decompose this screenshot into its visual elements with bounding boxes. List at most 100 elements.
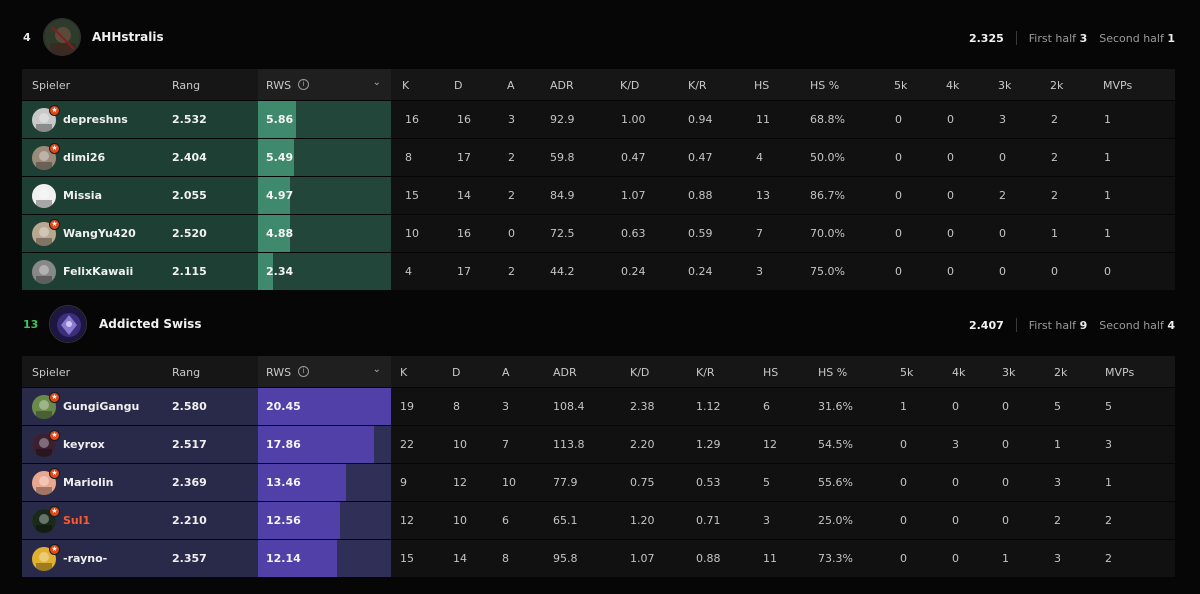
player-name[interactable]: WangYu420 bbox=[63, 227, 136, 240]
avatar[interactable] bbox=[32, 146, 56, 170]
stat-kr: 1.29 bbox=[696, 438, 721, 451]
team-score: 13 bbox=[23, 318, 39, 331]
col-mvps[interactable]: MVPs bbox=[1103, 79, 1133, 92]
stat-kr: 0.24 bbox=[688, 265, 713, 278]
col-k[interactable]: K bbox=[402, 79, 410, 92]
col-d[interactable]: D bbox=[452, 366, 461, 379]
stat-hs: 3 bbox=[763, 514, 770, 527]
table-row[interactable]: ★ WangYu420 2.520 4.88 10 16 0 72.5 0.63 0.59 7 70.… bbox=[22, 214, 1175, 252]
col-5k[interactable]: 5k bbox=[900, 366, 914, 379]
stat-k5: 0 bbox=[895, 227, 902, 240]
col-mvps[interactable]: MVPs bbox=[1105, 366, 1135, 379]
col-rank[interactable]: Rang bbox=[172, 79, 201, 92]
col-4k[interactable]: 4k bbox=[952, 366, 966, 379]
avatar[interactable] bbox=[32, 184, 56, 208]
table-row[interactable]: ★ Sul1 2.210 12.56 12 10 6 65.1 1.20 0.71 3 25.0% 0 0… bbox=[22, 501, 1175, 539]
stat-kd: 1.20 bbox=[630, 514, 655, 527]
divider bbox=[1015, 318, 1017, 332]
col-hs[interactable]: HS bbox=[763, 366, 779, 379]
table-row[interactable]: ★ -rayno- 2.357 12.14 15 14 8 95.8 1.07 0.88 11 73.… bbox=[22, 539, 1175, 577]
table-row[interactable]: ★ depreshns 2.532 5.86 16 16 3 92.9 1.00 0.94 11 68… bbox=[22, 100, 1175, 138]
stat-hs: 3 bbox=[756, 265, 763, 278]
col-kr[interactable]: K/R bbox=[696, 366, 715, 379]
table-row[interactable]: ★ keyrox 2.517 17.86 22 10 7 113.8 2.20 1.29 12 54.… bbox=[22, 425, 1175, 463]
col-adr[interactable]: ADR bbox=[553, 366, 577, 379]
col-a[interactable]: A bbox=[502, 366, 510, 379]
player-name[interactable]: dimi26 bbox=[63, 151, 106, 164]
info-icon[interactable]: i bbox=[298, 366, 309, 377]
chevron-down-icon[interactable]: ⌄ bbox=[372, 77, 381, 88]
col-player[interactable]: Spieler bbox=[32, 366, 71, 379]
team-header: 4 AHHstralis 2.325 First half 3 Second h… bbox=[0, 18, 1200, 58]
team-logo[interactable] bbox=[43, 18, 81, 56]
rws-cell: 4.88 bbox=[258, 215, 391, 252]
col-d[interactable]: D bbox=[454, 79, 463, 92]
player-name[interactable]: Sul1 bbox=[63, 514, 91, 527]
col-rws-sort[interactable]: RWS i ⌄ bbox=[258, 69, 391, 100]
divider bbox=[1015, 31, 1017, 45]
rws-value: 13.46 bbox=[266, 476, 301, 489]
stat-k2: 0 bbox=[1051, 265, 1058, 278]
player-name[interactable]: Mariolin bbox=[63, 476, 114, 489]
avatar[interactable] bbox=[32, 260, 56, 284]
stat-hsp: 55.6% bbox=[818, 476, 853, 489]
stats-cell bbox=[391, 426, 1175, 463]
col-4k[interactable]: 4k bbox=[946, 79, 960, 92]
col-a[interactable]: A bbox=[507, 79, 515, 92]
avatar[interactable] bbox=[32, 433, 56, 457]
stat-d: 10 bbox=[453, 514, 467, 527]
rws-value: 4.88 bbox=[266, 227, 294, 240]
col-k[interactable]: K bbox=[400, 366, 408, 379]
stats-cell bbox=[391, 139, 1175, 176]
col-hsp[interactable]: HS % bbox=[810, 79, 840, 92]
table-row[interactable]: Missia 2.055 4.97 15 14 2 84.9 1.07 0.88 13 86.7% 0… bbox=[22, 176, 1175, 214]
team-name[interactable]: AHHstralis bbox=[92, 30, 164, 44]
chevron-down-icon[interactable]: ⌄ bbox=[372, 364, 381, 375]
col-2k[interactable]: 2k bbox=[1054, 366, 1068, 379]
player-name[interactable]: keyrox bbox=[63, 438, 105, 451]
team-name[interactable]: Addicted Swiss bbox=[99, 317, 202, 331]
team-summary: 2.325 First half 3 Second half 1 bbox=[969, 31, 1175, 45]
col-kd[interactable]: K/D bbox=[620, 79, 640, 92]
table-row[interactable]: ★ dimi26 2.404 5.49 8 17 2 59.8 0.47 0.47 4 50.0% 0 0… bbox=[22, 138, 1175, 176]
col-3k[interactable]: 3k bbox=[1002, 366, 1016, 379]
col-hsp[interactable]: HS % bbox=[818, 366, 848, 379]
team-logo[interactable] bbox=[49, 305, 87, 343]
col-3k[interactable]: 3k bbox=[998, 79, 1012, 92]
avatar[interactable] bbox=[32, 471, 56, 495]
stat-kd: 1.07 bbox=[630, 552, 655, 565]
stat-k2: 1 bbox=[1051, 227, 1058, 240]
stat-k5: 0 bbox=[900, 438, 907, 451]
col-rank[interactable]: Rang bbox=[172, 366, 201, 379]
player-rank: 2.115 bbox=[172, 265, 207, 278]
stat-d: 16 bbox=[457, 227, 471, 240]
stat-hs: 7 bbox=[756, 227, 763, 240]
col-adr[interactable]: ADR bbox=[550, 79, 574, 92]
stat-k5: 0 bbox=[900, 552, 907, 565]
table-row[interactable]: ★ GungiGangu 2.580 20.45 19 8 3 108.4 2.38 1.12 6 3… bbox=[22, 387, 1175, 425]
player-name[interactable]: FelixKawaii bbox=[63, 265, 134, 278]
col-hs[interactable]: HS bbox=[754, 79, 770, 92]
stat-kr: 0.53 bbox=[696, 476, 721, 489]
player-name[interactable]: -rayno- bbox=[63, 552, 108, 565]
col-player[interactable]: Spieler bbox=[32, 79, 71, 92]
table-row[interactable]: FelixKawaii 2.115 2.34 4 17 2 44.2 0.24 0.24 3 75.… bbox=[22, 252, 1175, 290]
table-body: ★ depreshns 2.532 5.86 16 16 3 92.9 1.00 0.94 11 68… bbox=[22, 100, 1175, 290]
star-badge-icon: ★ bbox=[49, 219, 60, 230]
stat-kr: 0.71 bbox=[696, 514, 721, 527]
stat-kr: 1.12 bbox=[696, 400, 721, 413]
stat-d: 17 bbox=[457, 151, 471, 164]
player-name[interactable]: depreshns bbox=[63, 113, 128, 126]
col-5k[interactable]: 5k bbox=[894, 79, 908, 92]
col-2k[interactable]: 2k bbox=[1050, 79, 1064, 92]
col-kr[interactable]: K/R bbox=[688, 79, 707, 92]
star-badge-icon: ★ bbox=[49, 392, 60, 403]
stat-mvps: 2 bbox=[1105, 552, 1112, 565]
avatar[interactable] bbox=[32, 395, 56, 419]
col-rws-sort[interactable]: RWS i ⌄ bbox=[258, 356, 391, 387]
table-row[interactable]: ★ Mariolin 2.369 13.46 9 12 10 77.9 0.75 0.53 5 55.… bbox=[22, 463, 1175, 501]
info-icon[interactable]: i bbox=[298, 79, 309, 90]
player-name[interactable]: GungiGangu bbox=[63, 400, 140, 413]
player-name[interactable]: Missia bbox=[63, 189, 103, 202]
col-kd[interactable]: K/D bbox=[630, 366, 650, 379]
